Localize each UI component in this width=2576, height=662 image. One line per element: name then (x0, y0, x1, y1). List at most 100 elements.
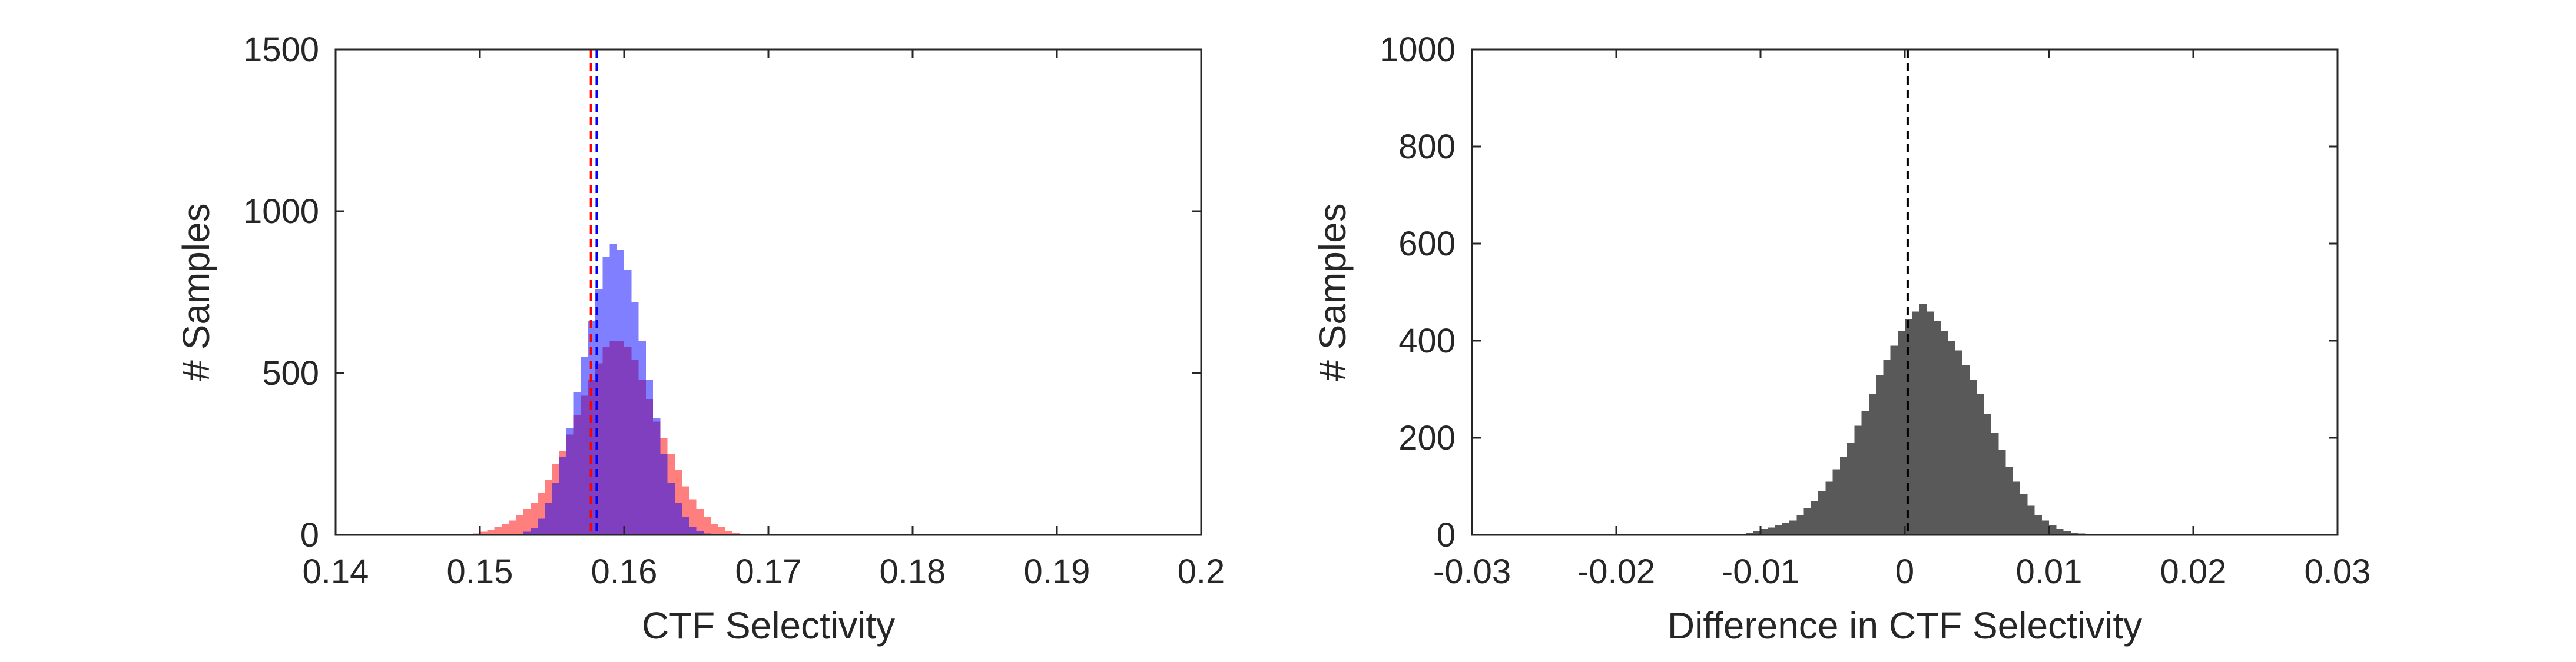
y-tick-label: 800 (1398, 128, 1456, 166)
bar (1832, 469, 1840, 535)
overlap-bar (573, 415, 581, 535)
overlap-bar (667, 483, 675, 535)
x-tick-label: 0.02 (2160, 553, 2227, 591)
bar (1926, 311, 1934, 535)
bar (1761, 529, 1768, 535)
bar (530, 503, 538, 535)
bar (1818, 491, 1826, 535)
bar (2013, 481, 2020, 535)
overlap-bar (609, 341, 617, 535)
overlap-bar (631, 360, 639, 535)
bar (509, 520, 516, 535)
histogram-ctf-selectivity: 0.14 0.15 0.16 0.17 0.18 0.19 0.2 0 500 1000 1500 C… (175, 31, 1225, 647)
bar (1883, 360, 1891, 535)
bar (1753, 531, 1761, 535)
bar (696, 509, 704, 535)
x-tick-label: 0.15 (447, 553, 513, 591)
overlap-bar (530, 528, 538, 535)
x-tick-label: 0.03 (2305, 553, 2371, 591)
bar (1775, 525, 1782, 535)
bar (1789, 520, 1797, 535)
x-tick-label: 0.01 (2016, 553, 2083, 591)
overlap-bar (538, 518, 545, 535)
y-tick-label: 0 (1437, 516, 1456, 554)
bar (1796, 515, 1804, 535)
bar (1912, 311, 1919, 535)
overlap-bar (638, 380, 646, 535)
bar (487, 530, 495, 535)
x-tick-label: -0.03 (1433, 553, 1511, 591)
bar (2034, 515, 2042, 535)
overlap-bar (523, 531, 531, 535)
overlap-bar (566, 434, 574, 535)
y-tick-label: 400 (1398, 322, 1456, 360)
y-axis-title: # Samples (1311, 203, 1354, 381)
x-axis-title: Difference in CTF Selectivity (1667, 604, 2142, 647)
bar (2005, 467, 2013, 535)
bar (725, 531, 732, 535)
bar (711, 523, 718, 535)
x-tick-label: 0.2 (1178, 553, 1225, 591)
bar (718, 527, 725, 535)
bar (1970, 380, 1977, 535)
bar (480, 531, 488, 535)
x-tick-label: 0 (1895, 553, 1914, 591)
overlap-bar (682, 517, 689, 535)
bar (1998, 450, 2006, 535)
bar (523, 509, 531, 535)
bar (1905, 318, 1912, 535)
bar (501, 523, 509, 535)
bar (1955, 350, 1962, 535)
y-tick-label: 600 (1398, 225, 1456, 263)
bar (732, 533, 740, 535)
overlap-bar (616, 341, 624, 535)
y-axis-title: # Samples (175, 203, 217, 381)
bar (1897, 331, 1905, 535)
bar (1803, 508, 1811, 535)
overlap-bar (624, 347, 632, 535)
bar (1934, 321, 1941, 535)
bar (703, 517, 711, 535)
bar (1825, 481, 1833, 535)
bar (1977, 394, 1984, 535)
bar (1890, 345, 1898, 535)
y-tick-label: 1000 (1380, 31, 1456, 69)
plot-area (336, 49, 1201, 535)
bar (1839, 457, 1847, 535)
bar (1847, 443, 1855, 535)
bar (1962, 365, 1970, 535)
bar (1861, 411, 1869, 535)
x-axis-title: CTF Selectivity (642, 604, 895, 647)
overlap-bar (552, 483, 559, 535)
overlap-bars (516, 341, 711, 535)
bar (2070, 532, 2078, 535)
bar (2041, 520, 2049, 535)
x-tick-label: -0.02 (1577, 553, 1655, 591)
overlap-bar (674, 503, 682, 535)
bar (1919, 304, 1927, 535)
bar (1868, 394, 1876, 535)
bar (1876, 374, 1884, 535)
y-tick-label: 1500 (243, 31, 319, 69)
y-tick-label: 0 (300, 516, 319, 554)
bar (1782, 523, 1789, 535)
bar (1941, 331, 1948, 535)
overlap-bar (545, 503, 552, 535)
overlap-bar (602, 347, 610, 535)
histogram-difference-ctf-selectivity: -0.03 -0.02 -0.01 0 0.01 0.02 0.03 0 200 400 600 80… (1311, 31, 2371, 647)
bar (1854, 425, 1862, 535)
overlap-bar (559, 457, 566, 535)
overlap-bar (645, 399, 653, 535)
y-tick-label: 200 (1398, 419, 1456, 457)
x-tick-label: 0.14 (303, 553, 369, 591)
bar (1746, 532, 1753, 535)
x-tick-label: 0.18 (880, 553, 946, 591)
bar (2049, 525, 2057, 535)
y-tick-label: 1000 (243, 192, 319, 231)
bar (516, 515, 523, 535)
bar (1768, 527, 1775, 535)
x-tick-label: 0.19 (1024, 553, 1090, 591)
x-tick-label: 0.17 (735, 553, 802, 591)
bar (2063, 531, 2071, 535)
